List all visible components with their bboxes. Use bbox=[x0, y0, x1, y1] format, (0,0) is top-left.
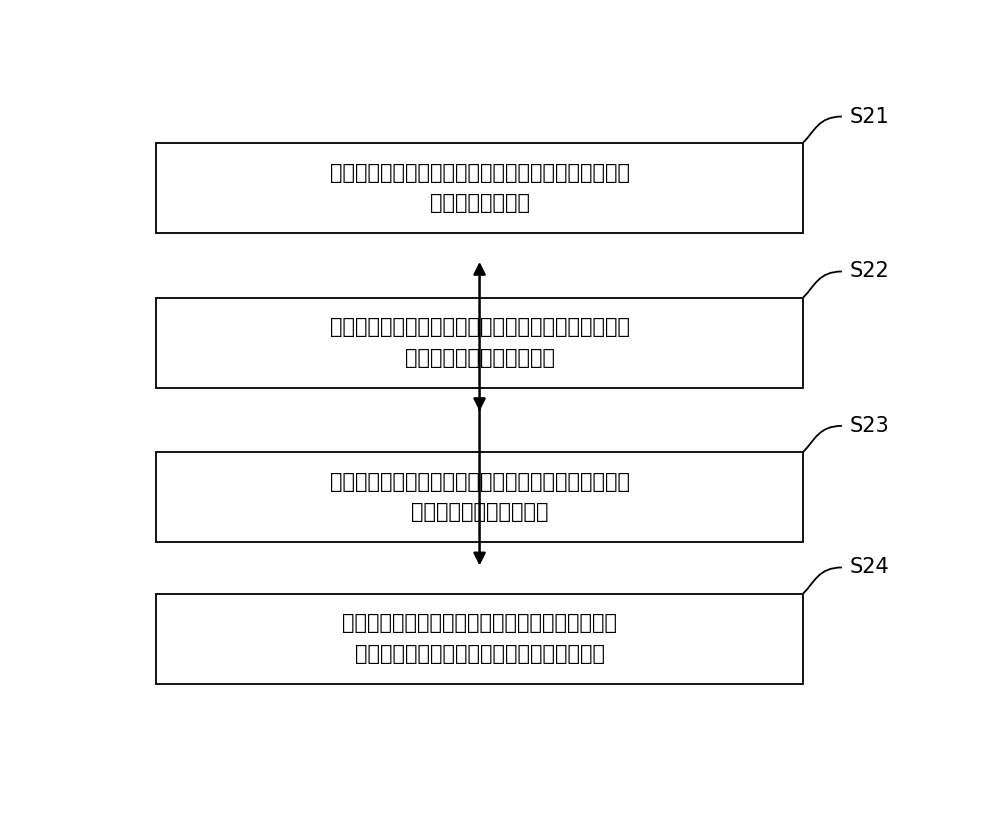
Text: 根据差异代谢物峰的紊乱模块和紊乱代谢通路，确: 根据差异代谢物峰的紊乱模块和紊乱代谢通路，确 bbox=[342, 614, 617, 633]
Text: 物峰对应的紊乱代谢通路: 物峰对应的紊乱代谢通路 bbox=[411, 502, 548, 522]
Text: S22: S22 bbox=[850, 261, 889, 282]
Text: 对差异代谢物峰进行紊乱模块分析，确定差异代谢物峰: 对差异代谢物峰进行紊乱模块分析，确定差异代谢物峰 bbox=[330, 317, 630, 338]
FancyBboxPatch shape bbox=[156, 142, 803, 233]
FancyBboxPatch shape bbox=[156, 298, 803, 387]
Text: 多个差异代谢物峰: 多个差异代谢物峰 bbox=[430, 193, 530, 212]
FancyBboxPatch shape bbox=[156, 452, 803, 542]
Text: 对待检测的代谢物组进行统计分析，根据分析结果获取: 对待检测的代谢物组进行统计分析，根据分析结果获取 bbox=[330, 163, 630, 182]
Text: 对差异代谢物峰进行紊乱代谢通路分析，确定差异代谢: 对差异代谢物峰进行紊乱代谢通路分析，确定差异代谢 bbox=[330, 472, 630, 492]
Text: 对应的紊乱模块和紊乱网络: 对应的紊乱模块和紊乱网络 bbox=[405, 348, 555, 368]
FancyBboxPatch shape bbox=[156, 593, 803, 684]
Text: S23: S23 bbox=[850, 416, 889, 435]
Text: S21: S21 bbox=[850, 107, 889, 126]
Text: 定紊乱代谢通路中包含的代谢物峰的定量数据: 定紊乱代谢通路中包含的代谢物峰的定量数据 bbox=[355, 644, 605, 663]
Text: S24: S24 bbox=[850, 558, 889, 577]
